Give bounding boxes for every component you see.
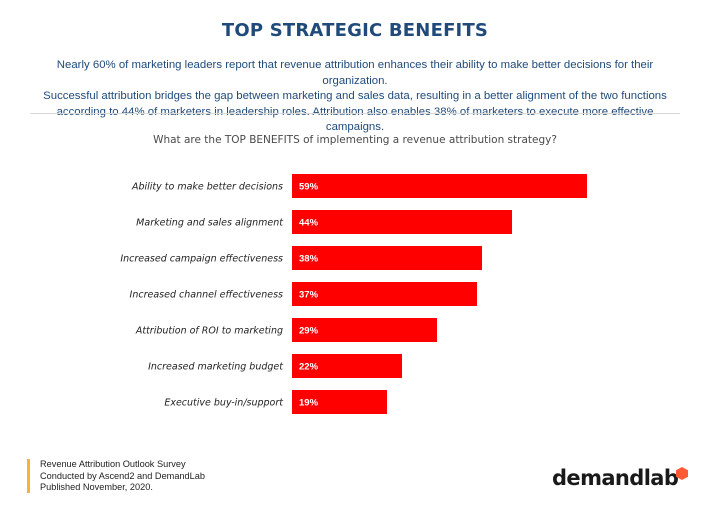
bar-value-label: 38% <box>299 254 319 265</box>
page-title: TOP STRATEGIC BENEFITS <box>221 20 489 41</box>
category-label: Ability to make better decisions <box>131 182 283 193</box>
category-label: Attribution of ROI to marketing <box>135 326 283 337</box>
bar <box>292 210 512 234</box>
intro-text: Nearly 60% of marketing leaders report t… <box>28 58 682 136</box>
divider <box>30 113 680 114</box>
source-note: Revenue Attribution Outlook Survey Condu… <box>40 459 205 494</box>
intro-line: Nearly 60% of marketing leaders report t… <box>56 59 654 87</box>
bar <box>292 354 402 378</box>
bar-value-label: 29% <box>299 326 319 337</box>
source-line: Conducted by Ascend2 and DemandLab <box>40 470 205 481</box>
bar <box>292 174 587 198</box>
footer-accent-bar <box>27 459 30 493</box>
chart-title: What are the TOP BENEFITS of implementin… <box>153 134 557 146</box>
category-label: Increased channel effectiveness <box>130 290 283 301</box>
hexagon-logo-icon <box>676 467 688 480</box>
bar-value-label: 59% <box>299 182 319 193</box>
category-label: Marketing and sales alignment <box>136 218 284 229</box>
intro-line: Successful attribution bridges the gap b… <box>43 90 667 102</box>
bar <box>292 246 482 270</box>
bar <box>292 390 387 414</box>
source-line: Published November, 2020. <box>40 482 153 492</box>
bar-value-label: 44% <box>299 218 319 229</box>
bar <box>292 282 477 306</box>
bar-value-label: 37% <box>299 290 319 301</box>
intro-line: according to 44% of marketers in leaders… <box>56 105 654 134</box>
source-line: Revenue Attribution Outlook Survey <box>40 459 186 469</box>
bar-value-label: 19% <box>299 398 319 409</box>
bar-value-label: 22% <box>299 362 319 373</box>
category-label: Increased marketing budget <box>148 362 284 373</box>
category-label: Executive buy-in/support <box>164 398 284 409</box>
bar <box>292 318 437 342</box>
category-label: Increased campaign effectiveness <box>120 254 283 265</box>
demandlab-logo: demandlab <box>552 466 679 490</box>
